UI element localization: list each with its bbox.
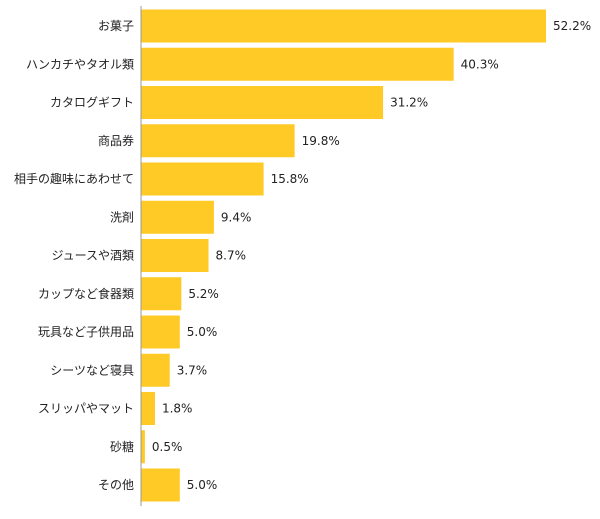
bar bbox=[141, 392, 155, 425]
bar bbox=[141, 9, 546, 43]
bar bbox=[141, 315, 180, 349]
value-label: 0.5% bbox=[152, 440, 183, 454]
value-label: 9.4% bbox=[221, 210, 252, 224]
value-label: 15.8% bbox=[271, 172, 309, 186]
bar bbox=[141, 239, 209, 272]
bar bbox=[141, 200, 214, 234]
category-label: 玩具など子供用品 bbox=[38, 325, 134, 339]
category-label: ハンカチやタオル類 bbox=[26, 57, 134, 71]
value-label: 1.8% bbox=[162, 402, 193, 416]
bar bbox=[141, 86, 384, 119]
bar bbox=[141, 277, 182, 311]
value-label: 5.2% bbox=[188, 287, 219, 301]
bar bbox=[141, 124, 295, 158]
category-label: カタログギフト bbox=[50, 96, 134, 110]
category-label: シーツなど寝具 bbox=[50, 362, 134, 377]
value-labels-layer: 52.2% 40.3% 31.2% 19.8% 15.8% 9.4% 8.7% 5.2% 5.0… bbox=[152, 19, 591, 492]
bar bbox=[141, 162, 264, 196]
category-label: ジュースや酒類 bbox=[51, 249, 134, 263]
category-label: スリッパやマット bbox=[38, 402, 134, 416]
bar bbox=[141, 353, 170, 387]
bar bbox=[141, 430, 145, 464]
value-label: 3.7% bbox=[177, 363, 208, 377]
category-label: 商品券 bbox=[98, 133, 134, 148]
category-label: 相手の趣味にあわせて bbox=[14, 171, 134, 186]
value-label: 8.7% bbox=[216, 249, 247, 263]
category-label: その他 bbox=[98, 478, 134, 492]
value-label: 19.8% bbox=[302, 134, 340, 148]
category-label: 砂糖 bbox=[110, 439, 134, 454]
category-labels-layer: お菓子ハンカチやタオル類カタログギフト商品券相手の趣味にあわせて洗剤ジュースや酒… bbox=[14, 19, 134, 492]
value-label: 5.0% bbox=[187, 325, 218, 339]
category-label: お菓子 bbox=[98, 19, 134, 33]
category-label: カップなど食器類 bbox=[38, 286, 134, 301]
bars-layer bbox=[141, 9, 546, 502]
value-label: 52.2% bbox=[553, 19, 591, 33]
value-label: 5.0% bbox=[187, 478, 218, 492]
bar bbox=[141, 468, 180, 502]
value-label: 40.3% bbox=[461, 57, 499, 71]
bar bbox=[141, 47, 454, 81]
value-label: 31.2% bbox=[390, 96, 428, 110]
category-label: 洗剤 bbox=[110, 209, 134, 224]
